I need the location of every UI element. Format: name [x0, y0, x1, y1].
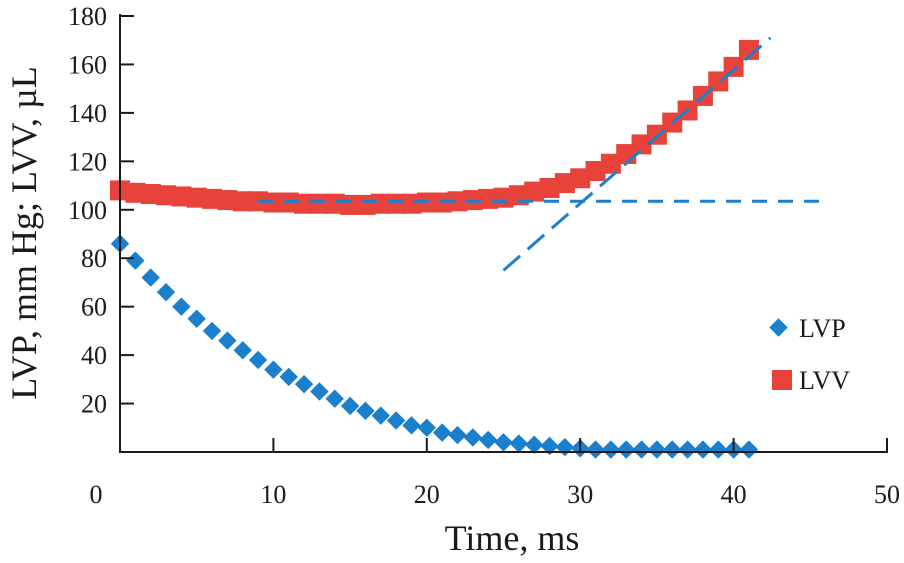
- lvp-point: [448, 425, 467, 445]
- lvv-point: [585, 161, 606, 182]
- x-tick-label: 50: [874, 480, 900, 509]
- lvp-point: [647, 440, 667, 459]
- y-axis-title: LVP, mm Hg; LVV, µL: [4, 66, 44, 400]
- lvp-point: [663, 440, 682, 459]
- lvv-point: [202, 188, 223, 209]
- lvp-point: [494, 433, 513, 452]
- lvp-point: [509, 434, 529, 453]
- lvv-point: [554, 173, 575, 194]
- lvv-point: [140, 184, 161, 205]
- lvp-point: [294, 374, 314, 394]
- y-tick-label: 60: [81, 293, 107, 322]
- lvp-point: [739, 440, 759, 459]
- lvv-point: [723, 56, 744, 77]
- lvp-point: [264, 360, 283, 379]
- legend-marker-lvv: [772, 370, 792, 390]
- lvp-point: [172, 297, 191, 316]
- lvv-point: [386, 193, 407, 214]
- legend-label-lvp: LVP: [799, 314, 846, 343]
- lvp-point: [126, 251, 145, 270]
- lvp-point: [540, 436, 559, 456]
- lvp-point: [187, 309, 206, 328]
- legend-label-lvv: LVV: [799, 366, 850, 395]
- lvp-point: [555, 437, 575, 457]
- lvv-point: [324, 193, 345, 214]
- lvp-point: [617, 440, 636, 459]
- y-tick-label: 160: [68, 50, 107, 79]
- lvp-point: [325, 389, 344, 408]
- lvv-point: [401, 193, 422, 214]
- lvp-point: [632, 440, 651, 459]
- lvv-point: [478, 188, 499, 209]
- lvp-point: [402, 416, 421, 435]
- lvp-point: [478, 430, 498, 450]
- x-tick-label: 20: [414, 480, 440, 509]
- lvv-point: [447, 191, 468, 212]
- x-axis-title: Time, ms: [445, 518, 580, 558]
- lvp-point: [233, 341, 252, 360]
- y-tick-label: 120: [68, 147, 107, 176]
- lvv-point: [263, 192, 284, 213]
- ticks: [120, 15, 888, 452]
- lvv-point: [524, 181, 545, 202]
- lvp-point: [356, 401, 375, 421]
- y-tick-label: 40: [81, 341, 107, 370]
- lvv-point: [570, 168, 591, 189]
- lvp-point: [141, 268, 160, 287]
- y-tick-label: 20: [81, 390, 107, 419]
- lvv-point: [186, 187, 207, 208]
- legend: LVP LVV: [769, 314, 850, 395]
- lvp-point: [693, 440, 713, 459]
- lvp-point: [156, 282, 176, 302]
- plot-area: [110, 36, 826, 459]
- lvp-point: [248, 350, 268, 370]
- x-tick-label: 0: [90, 480, 103, 509]
- x-tick-label: 10: [260, 480, 286, 509]
- y-tick-label: 180: [68, 2, 107, 31]
- lvp-point: [218, 331, 237, 350]
- lvv-point: [738, 39, 759, 60]
- lvp-point: [678, 440, 697, 459]
- lvp-point: [340, 396, 360, 416]
- x-tick-label: 40: [721, 480, 747, 509]
- tick-labels: 20 40 60 80 100 120 140 160 180 0 10 20 30 40 50: [68, 2, 900, 509]
- lvp-point: [432, 423, 452, 442]
- lvv-point: [631, 134, 652, 155]
- lvp-point: [709, 440, 728, 459]
- lvv-point: [600, 153, 621, 174]
- lvp-point: [601, 440, 621, 459]
- y-tick-label: 140: [68, 99, 107, 128]
- lvp-point: [524, 435, 544, 454]
- lvp-point: [463, 428, 483, 447]
- lvv-point: [370, 193, 391, 214]
- legend-marker-lvp: [769, 318, 788, 337]
- lvv-point: [539, 177, 560, 198]
- lvp-point: [202, 321, 222, 341]
- lvv-point: [294, 193, 315, 214]
- lvv-point: [217, 190, 238, 211]
- lvp-point: [279, 367, 298, 387]
- axes: [119, 14, 888, 453]
- lvp-point: [310, 382, 329, 401]
- lvp-point: [417, 418, 436, 437]
- lvv-point: [125, 182, 146, 203]
- lvv-point: [156, 185, 177, 206]
- lvv-point: [232, 191, 253, 212]
- y-tick-label: 100: [68, 196, 107, 225]
- y-tick-label: 80: [81, 244, 107, 273]
- lvv-point: [171, 186, 192, 207]
- x-tick-label: 30: [567, 480, 593, 509]
- lvp-point: [386, 411, 406, 430]
- rise-fit-line: [502, 36, 772, 272]
- lvv-point: [309, 193, 330, 214]
- lvp-point: [586, 440, 605, 459]
- lvv-point: [708, 71, 729, 92]
- lvp-point: [371, 406, 390, 425]
